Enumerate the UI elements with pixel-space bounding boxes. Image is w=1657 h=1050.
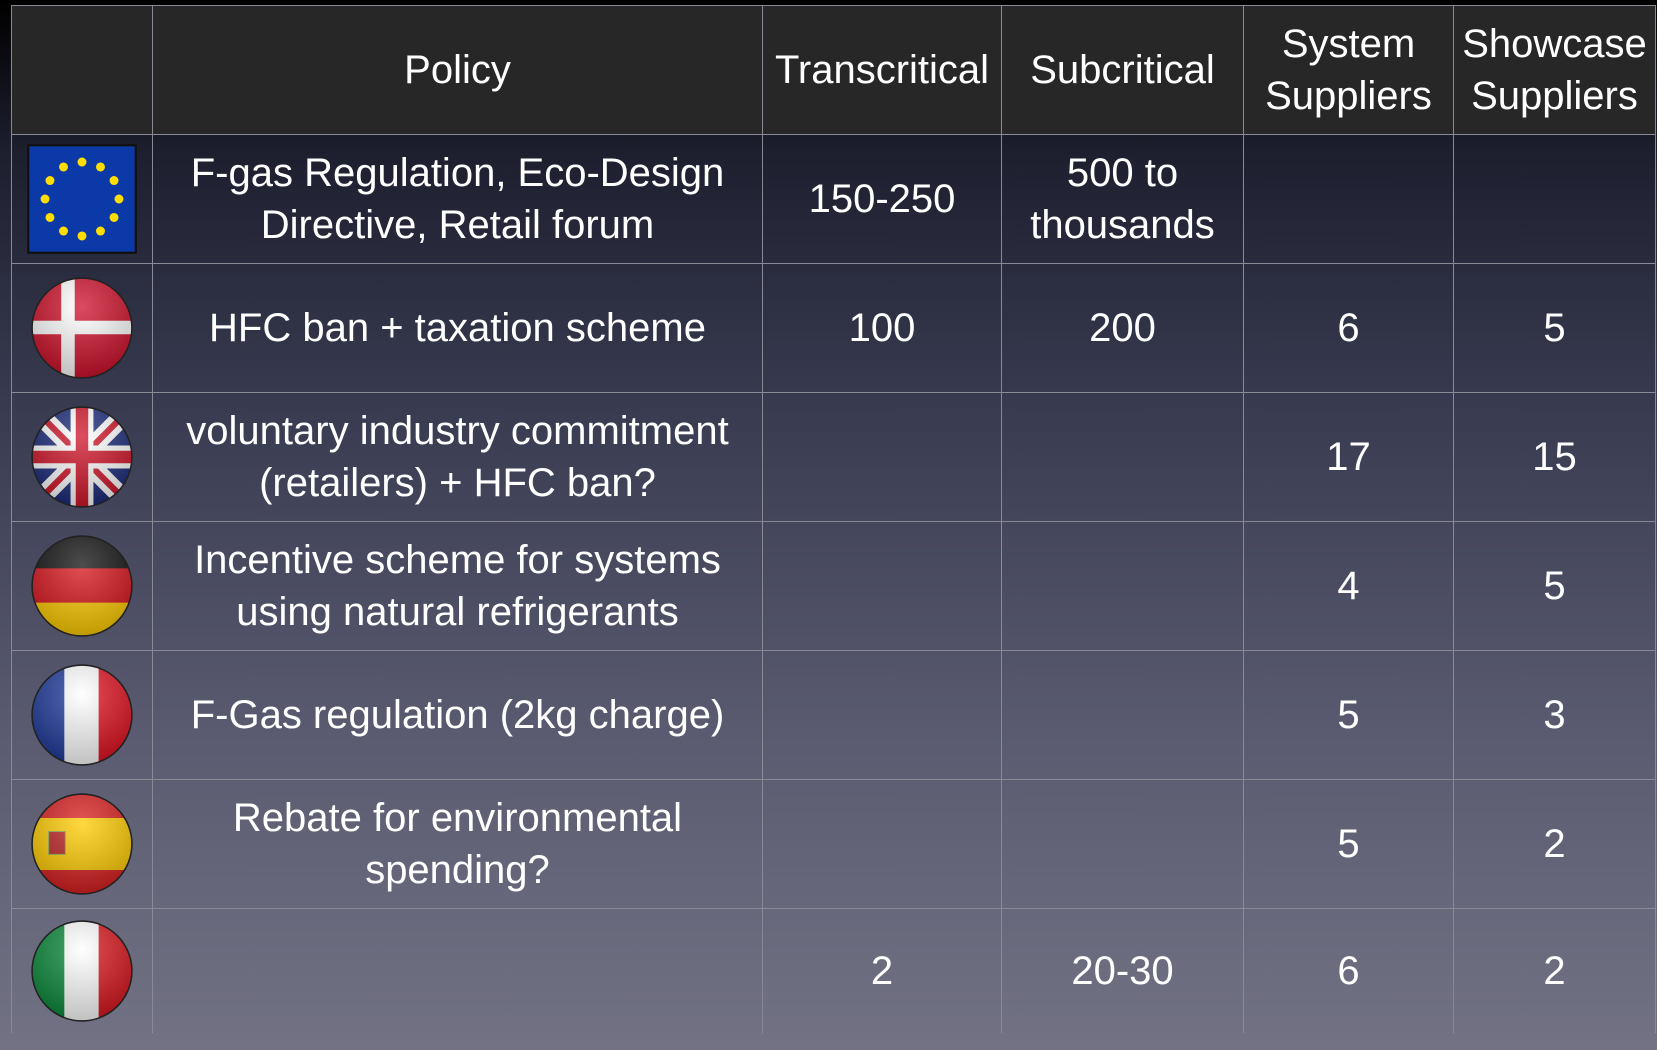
table-cell: 6: [1243, 263, 1454, 393]
table-row: voluntary industry commitment (retailers…: [11, 392, 1656, 522]
table-cell: 2: [1453, 908, 1656, 1033]
table-body: F-gas Regulation, Eco-Design Directive, …: [11, 134, 1656, 1033]
header-cell: Showcase Suppliers: [1453, 5, 1656, 135]
table-cell: [1001, 650, 1244, 780]
flag-cell: [11, 650, 153, 780]
flag-icon: [31, 406, 133, 508]
table-row: Incentive scheme for systems using natur…: [11, 521, 1656, 651]
table-cell: HFC ban + taxation scheme: [152, 263, 763, 393]
table-row: Rebate for environmental spending? 5 2: [11, 779, 1656, 909]
header-cell: [11, 5, 153, 135]
table-cell: 20-30: [1001, 908, 1244, 1033]
header-cell: Subcritical: [1001, 5, 1244, 135]
table-cell: 5: [1243, 650, 1454, 780]
table-cell: [1001, 392, 1244, 522]
table-cell: [762, 392, 1002, 522]
table-cell: [1243, 134, 1454, 264]
table-cell: [762, 521, 1002, 651]
table-row: 2 20-30 6 2: [11, 908, 1656, 1033]
table-cell: 6: [1243, 908, 1454, 1033]
table-cell: 500 to thousands: [1001, 134, 1244, 264]
table-cell: 3: [1453, 650, 1656, 780]
flag-cell: [11, 263, 153, 393]
header-cell: System Suppliers: [1243, 5, 1454, 135]
table-cell: 100: [762, 263, 1002, 393]
flag-icon: [27, 144, 137, 254]
table-cell: 2: [1453, 779, 1656, 909]
table-cell: [762, 650, 1002, 780]
table-cell: F-gas Regulation, Eco-Design Directive, …: [152, 134, 763, 264]
flag-cell: [11, 134, 153, 264]
flag-cell: [11, 908, 153, 1033]
table-cell: 17: [1243, 392, 1454, 522]
table-cell: 5: [1453, 521, 1656, 651]
flag-icon: [31, 664, 133, 766]
flag-icon: [31, 277, 133, 379]
table-cell: 4: [1243, 521, 1454, 651]
table-cell: 150-250: [762, 134, 1002, 264]
table-cell: Incentive scheme for systems using natur…: [152, 521, 763, 651]
table-cell: F-Gas regulation (2kg charge): [152, 650, 763, 780]
table-cell: Rebate for environmental spending?: [152, 779, 763, 909]
flag-cell: [11, 392, 153, 522]
table-cell: [1453, 134, 1656, 264]
flag-cell: [11, 521, 153, 651]
table-row: HFC ban + taxation scheme 100 200 6 5: [11, 263, 1656, 393]
table-wrap: Policy Transcritical Subcritical System …: [11, 5, 1656, 1050]
table-cell: 200: [1001, 263, 1244, 393]
table-cell: [1001, 521, 1244, 651]
table-cell: [1001, 779, 1244, 909]
table-cell: voluntary industry commitment (retailers…: [152, 392, 763, 522]
table-cell: 5: [1453, 263, 1656, 393]
flag-icon: [31, 793, 133, 895]
header-cell: Policy: [152, 5, 763, 135]
flag-icon: [31, 535, 133, 637]
table-row: F-gas Regulation, Eco-Design Directive, …: [11, 134, 1656, 264]
header-cell: Transcritical: [762, 5, 1002, 135]
table-cell: [152, 908, 763, 1033]
flag-icon: [31, 920, 133, 1022]
table-cell: 15: [1453, 392, 1656, 522]
table-cell: 5: [1243, 779, 1454, 909]
flag-cell: [11, 779, 153, 909]
header-row: Policy Transcritical Subcritical System …: [11, 5, 1656, 135]
table-row: F-Gas regulation (2kg charge) 5 3: [11, 650, 1656, 780]
table-cell: 2: [762, 908, 1002, 1033]
policy-table: Policy Transcritical Subcritical System …: [11, 5, 1656, 1033]
table-cell: [762, 779, 1002, 909]
